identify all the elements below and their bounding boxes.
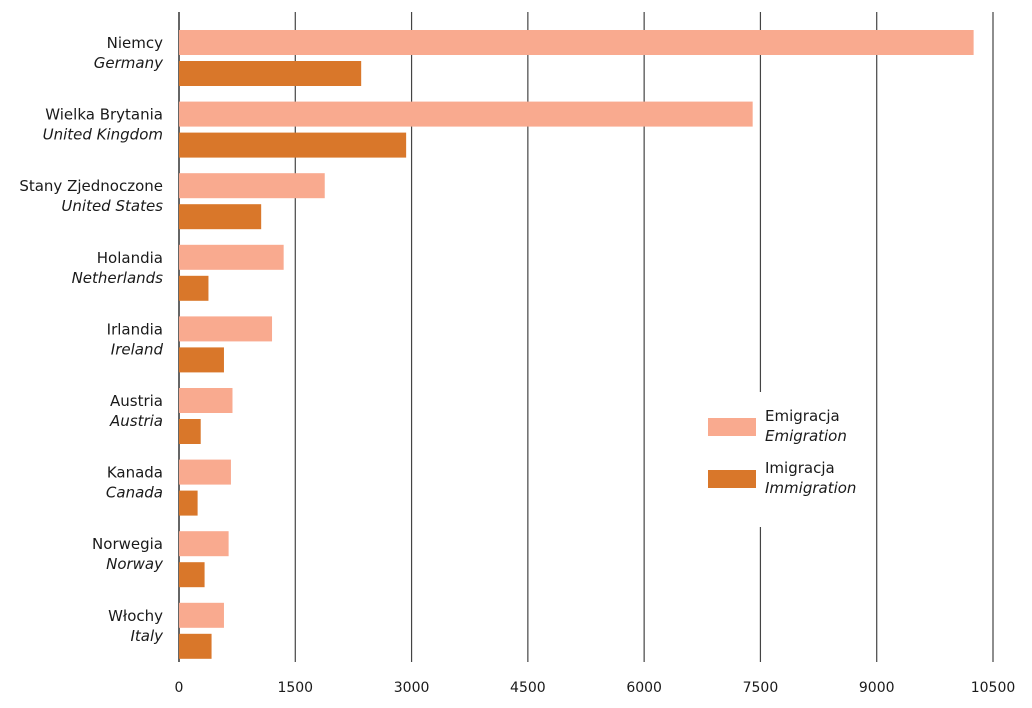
bars bbox=[179, 30, 974, 659]
x-tick-label: 0 bbox=[175, 680, 184, 696]
bar-immigration-italy bbox=[179, 633, 212, 659]
bar-emigration-united-states bbox=[179, 173, 325, 199]
category-label-pl: Włochy bbox=[108, 607, 163, 625]
category-label-pl: Austria bbox=[110, 392, 163, 410]
x-tick-label: 10500 bbox=[971, 680, 1016, 696]
category-label-pl: Norwegia bbox=[92, 535, 163, 553]
bar-immigration-germany bbox=[179, 61, 362, 86]
category-label-en: Austria bbox=[109, 412, 163, 430]
legend-label-en: Immigration bbox=[765, 479, 856, 497]
category-label-en: Ireland bbox=[111, 340, 164, 358]
legend-label-pl: Emigracja bbox=[765, 407, 840, 425]
bar-emigration-germany bbox=[179, 30, 974, 55]
bar-immigration-austria bbox=[179, 419, 201, 444]
bar-emigration-canada bbox=[179, 459, 231, 485]
bar-emigration-united-kingdom bbox=[179, 101, 753, 127]
category-labels: Niemcy Germany Wielka Brytania United Kingd… bbox=[19, 34, 164, 645]
legend-label-pl: Imigracja bbox=[765, 459, 835, 477]
category-label-en: Germany bbox=[94, 54, 164, 72]
category-label-pl: Kanada bbox=[107, 464, 163, 482]
bar-immigration-ireland bbox=[179, 347, 224, 373]
bar-immigration-netherlands bbox=[179, 275, 209, 301]
category-label-pl: Irlandia bbox=[107, 320, 163, 338]
legend-swatch-immigration bbox=[708, 470, 756, 488]
bar-immigration-canada bbox=[179, 490, 198, 516]
bar-emigration-ireland bbox=[179, 316, 273, 342]
category-label-en: United Kingdom bbox=[43, 126, 163, 144]
category-label-pl: Stany Zjednoczone bbox=[19, 177, 163, 195]
legend-label-en: Emigration bbox=[765, 427, 847, 445]
category-label-en: United States bbox=[61, 197, 163, 215]
bar-emigration-italy bbox=[179, 602, 224, 628]
x-tick-label: 4500 bbox=[510, 680, 546, 696]
bar-emigration-netherlands bbox=[179, 244, 284, 270]
x-tick-label: 9000 bbox=[859, 680, 895, 696]
x-tick-label: 6000 bbox=[626, 680, 662, 696]
legend-background bbox=[695, 392, 875, 527]
x-tick-label: 7500 bbox=[743, 680, 779, 696]
bar-emigration-austria bbox=[179, 388, 233, 413]
category-label-en: Canada bbox=[106, 484, 163, 502]
category-label-en: Netherlands bbox=[72, 269, 164, 287]
category-label-pl: Holandia bbox=[97, 249, 163, 267]
bar-immigration-norway bbox=[179, 562, 205, 588]
category-label-pl: Niemcy bbox=[107, 34, 163, 52]
legend: Emigracja Emigration Imigracja Immigration bbox=[695, 392, 875, 527]
x-tick-label: 1500 bbox=[277, 680, 313, 696]
bar-immigration-united-kingdom bbox=[179, 132, 407, 158]
category-label-pl: Wielka Brytania bbox=[45, 106, 163, 124]
legend-swatch-emigration bbox=[708, 418, 756, 436]
bar-emigration-norway bbox=[179, 531, 229, 557]
category-label-en: Norway bbox=[106, 555, 164, 573]
bar-immigration-united-states bbox=[179, 204, 262, 230]
category-label-en: Italy bbox=[130, 627, 164, 645]
x-tick-labels: 0 1500 3000 4500 6000 7500 9000 10500 bbox=[175, 680, 1016, 696]
x-tick-label: 3000 bbox=[394, 680, 430, 696]
